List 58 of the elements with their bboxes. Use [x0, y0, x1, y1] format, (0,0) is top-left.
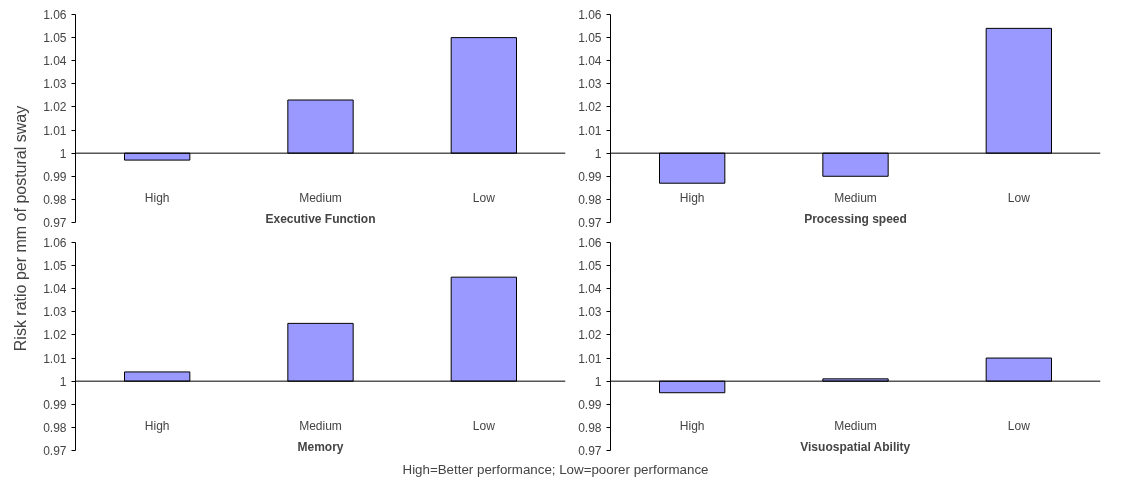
- x-tick-label: Low: [472, 418, 496, 433]
- y-tick-label: 0.97: [43, 444, 67, 458]
- x-tick-label: High: [144, 418, 170, 433]
- y-tick-label: 1.05: [578, 259, 602, 274]
- y-tick-label: 1.02: [43, 100, 67, 115]
- x-axis-title: Processing speed: [804, 211, 907, 226]
- y-tick-label: 0.98: [578, 420, 602, 435]
- y-tick-label: 1.05: [578, 31, 602, 46]
- x-tick-label: Low: [1007, 418, 1031, 433]
- y-tick-label: 1.06: [578, 236, 602, 250]
- x-tick-label: Medium: [299, 418, 342, 433]
- y-tick-label: 1: [594, 146, 602, 161]
- y-tick-label: 1: [59, 374, 67, 389]
- y-tick-label: 1.06: [43, 8, 67, 22]
- y-tick-label: 1: [594, 374, 602, 389]
- y-tick-label: 0.97: [578, 444, 602, 458]
- y-tick-label: 1.02: [578, 100, 602, 115]
- y-tick-label: 1.04: [578, 54, 602, 69]
- y-tick-label: 0.97: [578, 216, 602, 230]
- y-tick-label: 0.98: [43, 192, 67, 207]
- y-tick-label: 1.04: [43, 54, 67, 69]
- y-tick-label: 1.02: [578, 328, 602, 343]
- y-tick-label: 0.98: [578, 192, 602, 207]
- y-tick-label: 0.98: [43, 420, 67, 435]
- y-axis-title: Risk ratio per mm of postural sway: [12, 105, 29, 352]
- x-tick-label: High: [679, 190, 705, 205]
- y-tick-label: 1.04: [43, 282, 67, 297]
- x-axis-title: Executive Function: [265, 211, 376, 226]
- y-tick-label: 0.99: [578, 169, 602, 184]
- y-tick-label: 1.01: [578, 351, 602, 366]
- y-tick-label: 1.03: [578, 77, 602, 92]
- y-tick-label: 1.05: [43, 31, 67, 46]
- y-tick-label: 1: [59, 146, 67, 161]
- y-tick-label: 1.03: [578, 305, 602, 320]
- x-tick-label: Medium: [299, 190, 342, 205]
- x-tick-label: High: [679, 418, 705, 433]
- x-tick-label: Low: [472, 190, 496, 205]
- y-tick-label: 0.99: [43, 169, 67, 184]
- y-tick-label: 0.97: [43, 216, 67, 230]
- y-tick-label: 0.99: [578, 397, 602, 412]
- x-axis-title: Visuospatial Ability: [800, 439, 911, 454]
- y-tick-label: 1.06: [43, 236, 67, 250]
- y-tick-label: 0.99: [43, 397, 67, 412]
- y-tick-label: 1.03: [43, 77, 67, 92]
- text: High=Better performance; Low=poorer performance: [402, 462, 709, 477]
- x-axis-title: Memory: [297, 439, 344, 454]
- y-tick-label: 1.01: [578, 123, 602, 138]
- y-tick-label: 1.05: [43, 259, 67, 274]
- x-tick-label: Medium: [834, 190, 877, 205]
- y-tick-label: 1.01: [43, 123, 67, 138]
- y-tick-label: 1.01: [43, 351, 67, 366]
- y-tick-label: 1.06: [578, 8, 602, 22]
- y-tick-label: 1.04: [578, 282, 602, 297]
- y-tick-label: 1.02: [43, 328, 67, 343]
- x-tick-label: High: [144, 190, 170, 205]
- x-tick-label: Medium: [834, 418, 877, 433]
- y-tick-label: 1.03: [43, 305, 67, 320]
- x-tick-label: Low: [1007, 190, 1031, 205]
